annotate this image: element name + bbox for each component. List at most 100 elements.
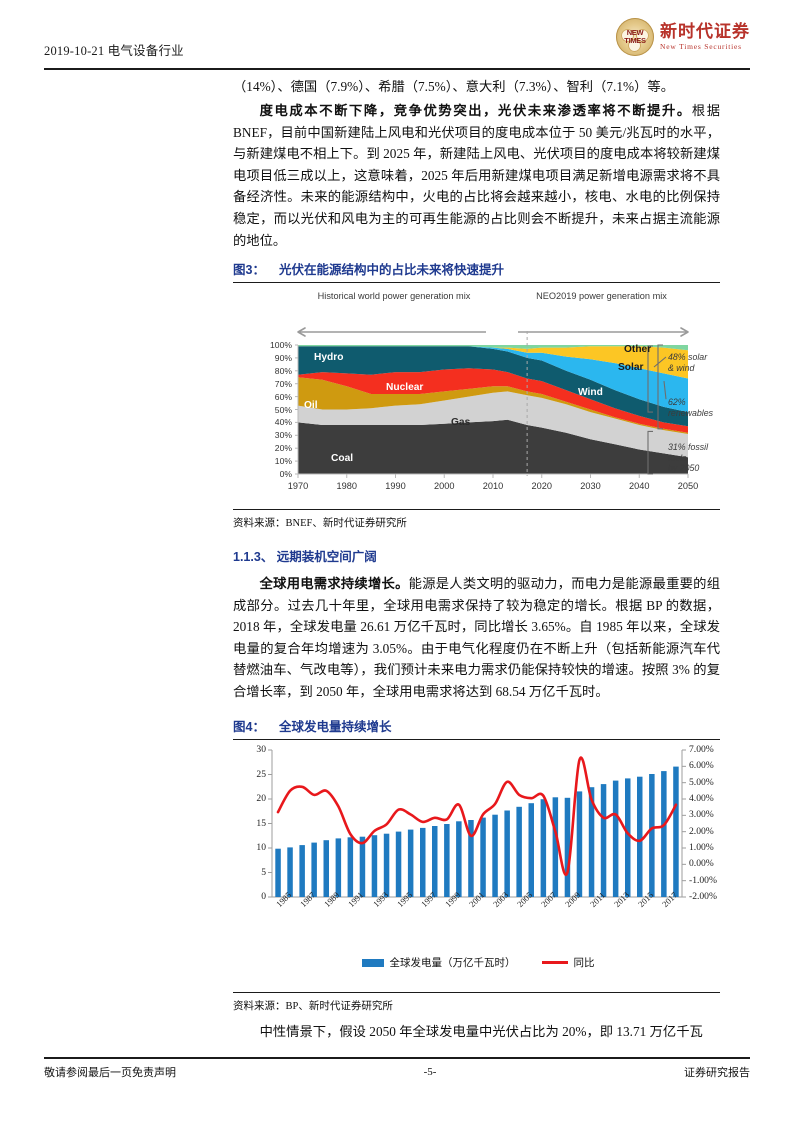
fig3-xtick-label: 2000: [434, 481, 455, 491]
fig4-ytick-right-label: 3.00%: [689, 809, 714, 821]
fig4-ytick-right-label: 1.00%: [689, 842, 714, 853]
fig4-bar: [395, 831, 402, 897]
fig3-band-label-oil: Oil: [304, 400, 318, 411]
fig4-ytick-left-label: 0: [261, 891, 266, 902]
paragraph-lcoe-body: 根据 BNEF，目前中国新建陆上风电和光伏项目的度电成本位于 50 美元/兆瓦时…: [233, 103, 721, 248]
fig4-ytick-right-label: -1.00%: [689, 874, 717, 886]
fig4-bar: [311, 842, 317, 897]
figure3-caption: 图3： 光伏在能源结构中的占比未来将快速提升: [233, 259, 720, 283]
fig3-ytick-label: 10%: [274, 456, 292, 467]
fig4-bar: [299, 845, 305, 897]
fig4-bar: [528, 803, 534, 897]
fig4-bar: [335, 838, 342, 897]
fig4-bar: [516, 806, 522, 897]
fig4-ytick-left-label: 5: [261, 866, 266, 878]
fig3-xtick-label: 1990: [385, 481, 406, 491]
fig3-axes: [295, 331, 689, 478]
fig3-band-label-wind: Wind: [578, 387, 603, 398]
figure4-caption: 图4： 全球发电量持续增长: [233, 716, 720, 740]
fig4-bar: [468, 820, 474, 897]
fig4-ytick-left-label: 25: [256, 768, 266, 780]
fig4-bar: [540, 799, 547, 897]
fig3-area-nuclear: [298, 368, 688, 433]
fig4-bar: [564, 797, 571, 897]
fig3-area-gas: [298, 391, 688, 458]
fig3-area-oil: [298, 377, 688, 434]
figure3-title: 光伏在能源结构中的占比未来将快速提升: [278, 263, 504, 277]
fig3-band-label-other: Other: [624, 344, 652, 355]
fig4-bar: [371, 835, 378, 897]
fig4-bar: [637, 776, 643, 897]
fig4-ytick-right-label: 0.00%: [689, 858, 714, 870]
paragraph-neutral-scenario: 中性情景下，假设 2050 年全球发电量中光伏占比为 20%，即 13.71 万…: [259, 1024, 703, 1039]
fig3-band-label-gas: Gas: [451, 417, 471, 428]
fig3-xtick-label: 2010: [482, 481, 504, 491]
fig4-bar: [588, 787, 595, 897]
fig3-area-hydro: [298, 346, 688, 427]
fig4-ytick-left-label: 10: [256, 842, 266, 853]
fig4-bar: [407, 829, 414, 897]
fig4-legend-item-line: 同比: [541, 955, 595, 970]
figure4-title: 全球发电量持续增长: [278, 720, 392, 734]
fig4-legend: 全球发电量（万亿千瓦时） 同比: [236, 955, 720, 970]
fig3-plot-area: [295, 327, 689, 478]
fig3-ytick-label: 70%: [274, 378, 292, 389]
fig3-xtick-label: 1980: [336, 481, 357, 491]
fig3-arrow-historical: [297, 327, 486, 337]
fig3-ytick-label: 60%: [274, 391, 292, 402]
figure4-chart: 30 25 20 15 10 5 0 7.00% 6.00% 5.00% 4.00% 3.00% 2.…: [236, 742, 720, 970]
fig3-ytick-label: 50%: [274, 404, 292, 415]
fig3-note-renewables: 62% renewables: [668, 397, 713, 418]
paragraph-demand-growth: 全球用电需求持续增长。能源是人类文明的驱动力，而电力是能源最重要的组成部分。过去…: [233, 573, 720, 703]
figure4-source: 资料来源：BP、新时代证券研究所: [233, 992, 720, 1013]
fig3-leader-renewables: [663, 381, 667, 400]
company-logo: NEW TIMES 新时代证券 New Times Securities: [616, 18, 750, 56]
fig3-ytick-label: 80%: [274, 365, 292, 376]
fig3-bracket-renewables: [657, 344, 663, 430]
fig4-bar: [576, 791, 583, 897]
header-divider: [44, 68, 750, 70]
header-date-industry: 2019-10-21 电气设备行业: [44, 44, 184, 58]
fig4-ytick-right-label: -2.00%: [689, 891, 717, 902]
paragraph-demand-body: 能源是人类文明的驱动力，而电力是能源最重要的组成部分。过去几十年里，全球用电需求…: [233, 576, 721, 699]
fig4-bars: [275, 766, 679, 897]
fig3-ytick-label: 0%: [279, 469, 292, 479]
fig3-xtick-label: 1970: [287, 481, 309, 491]
fig4-bar: [432, 826, 438, 897]
logo-text-cn: 新时代证券: [660, 22, 750, 42]
figure3-label: 图3：: [233, 263, 265, 277]
fig4-legend-label-bar: 全球发电量（万亿千瓦时）: [389, 958, 516, 969]
fig4-ytick-left-label: 15: [256, 817, 266, 829]
footer-divider: [44, 1057, 750, 1059]
fig4-bar: [347, 837, 354, 897]
fig3-ytick-label: 100%: [270, 340, 292, 350]
fig4-bar: [673, 766, 679, 897]
fig4-bar: [275, 848, 281, 897]
fig4-bar: [480, 817, 486, 897]
paragraph-country-list: （14%）、德国（7.9%）、希腊（7.5%）、意大利（7.3%）、智利（7.1…: [233, 79, 674, 94]
fig4-bar: [492, 814, 498, 897]
fig4-ytick-right-label: 6.00%: [689, 760, 714, 772]
fig3-xtick-label: 2040: [629, 481, 650, 491]
paragraph-demand-lead: 全球用电需求持续增长。: [259, 576, 409, 591]
fig4-ytick-right-label: 7.00%: [689, 744, 714, 755]
footer-report-type: 证券研究报告: [683, 1067, 750, 1079]
fig4-ytick-right-label: 5.00%: [689, 776, 714, 788]
fig3-ytick-label: 20%: [274, 443, 292, 454]
fig3-ytick-label: 40%: [274, 417, 292, 428]
fig3-band-label-coal: Coal: [331, 453, 354, 464]
fig3-arrow-neo2019: [518, 327, 689, 337]
fig3-header-historical: Historical world power generation mix: [317, 291, 471, 301]
page-footer: 敬请参阅最后一页免责声明 -5- 证券研究报告: [44, 1064, 750, 1080]
fig4-legend-swatch-line: [541, 960, 568, 965]
fig3-band-label-solar: Solar: [618, 362, 644, 373]
fig3-area-solar: [298, 346, 688, 379]
fig3-stacked-areas: [298, 345, 688, 474]
fig4-legend-swatch-bar: [361, 958, 384, 967]
fig3-ytick-label: 90%: [274, 352, 292, 363]
fig4-bar: [600, 784, 607, 897]
fig3-area-coal: [298, 419, 688, 474]
fig3-band-label-hydro: Hydro: [314, 352, 344, 363]
paragraph-lcoe-lead: 度电成本不断下降，竞争优势突出，光伏未来渗透率将不断提升。: [259, 103, 692, 118]
